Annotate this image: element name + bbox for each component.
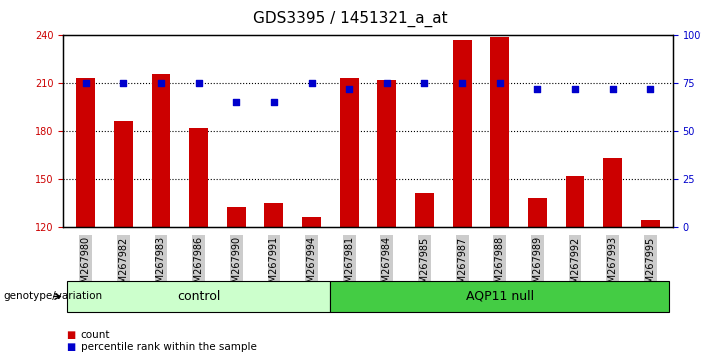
- Point: [343, 86, 355, 92]
- Point: [268, 99, 280, 105]
- Bar: [264, 202, 283, 227]
- Point: [494, 80, 505, 86]
- Bar: [491, 37, 509, 227]
- Text: genotype/variation: genotype/variation: [4, 291, 102, 302]
- Point: [156, 80, 167, 86]
- Bar: [189, 128, 208, 227]
- Bar: [641, 220, 660, 227]
- Point: [569, 86, 580, 92]
- Text: ■: ■: [67, 330, 76, 339]
- Bar: [302, 217, 321, 227]
- Bar: [114, 121, 132, 227]
- Point: [645, 86, 656, 92]
- Text: ■: ■: [67, 342, 76, 352]
- Point: [607, 86, 618, 92]
- Bar: [151, 74, 170, 227]
- Text: count: count: [81, 330, 110, 339]
- Text: percentile rank within the sample: percentile rank within the sample: [81, 342, 257, 352]
- Bar: [227, 207, 245, 227]
- Text: control: control: [177, 290, 220, 303]
- Bar: [340, 78, 359, 227]
- Point: [532, 86, 543, 92]
- Bar: [377, 80, 396, 227]
- Point: [193, 80, 204, 86]
- Point: [381, 80, 393, 86]
- Bar: [566, 176, 585, 227]
- Point: [419, 80, 430, 86]
- Text: GDS3395 / 1451321_a_at: GDS3395 / 1451321_a_at: [253, 11, 448, 27]
- Bar: [528, 198, 547, 227]
- Point: [80, 80, 91, 86]
- Bar: [453, 40, 472, 227]
- Bar: [604, 158, 622, 227]
- Point: [306, 80, 317, 86]
- Bar: [415, 193, 434, 227]
- Point: [231, 99, 242, 105]
- Text: AQP11 null: AQP11 null: [465, 290, 534, 303]
- Point: [456, 80, 468, 86]
- Bar: [76, 78, 95, 227]
- Point: [118, 80, 129, 86]
